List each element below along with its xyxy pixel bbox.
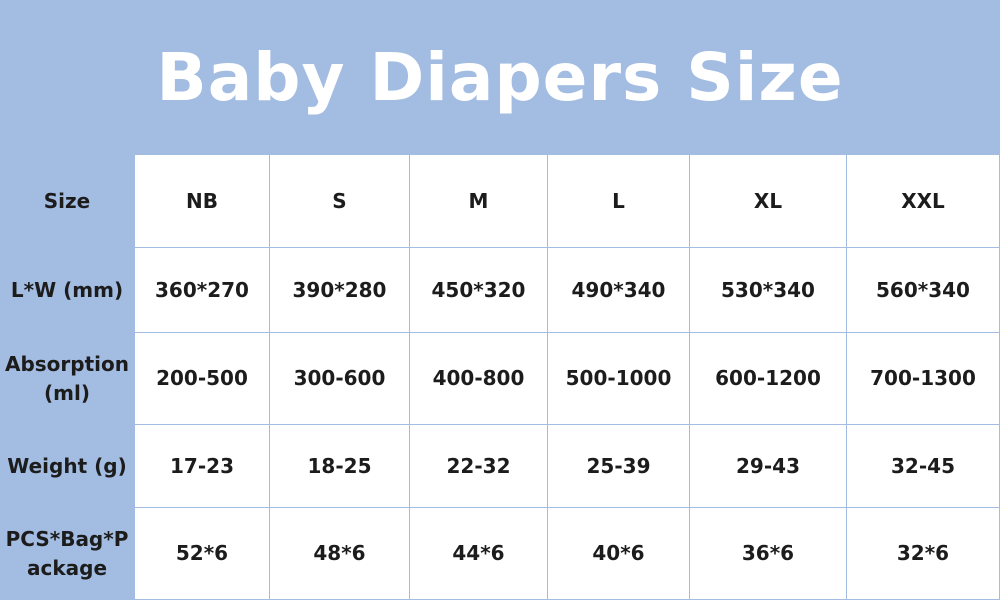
table-cell: 600-1200 <box>690 333 847 425</box>
table-cell: 22-32 <box>410 425 548 508</box>
table-cell: 52*6 <box>135 508 270 600</box>
table-cell: 200-500 <box>135 333 270 425</box>
table-cell: 360*270 <box>135 248 270 333</box>
table-cell: 560*340 <box>847 248 1000 333</box>
table-cell: XL <box>690 155 847 248</box>
table-cell: 32-45 <box>847 425 1000 508</box>
table-cell: 700-1300 <box>847 333 1000 425</box>
table-cell: M <box>410 155 548 248</box>
table-cell: 17-23 <box>135 425 270 508</box>
table-cell: 490*340 <box>548 248 690 333</box>
table-cell: L <box>548 155 690 248</box>
row-header: PCS*Bag*Package <box>0 508 135 600</box>
table-cell: XXL <box>847 155 1000 248</box>
table-cell: 36*6 <box>690 508 847 600</box>
row-header: Weight (g) <box>0 425 135 508</box>
table-cell: 40*6 <box>548 508 690 600</box>
table-cell: 32*6 <box>847 508 1000 600</box>
row-header: Absorption (ml) <box>0 333 135 425</box>
table-cell: 25-39 <box>548 425 690 508</box>
table-cell: 300-600 <box>270 333 410 425</box>
table-cell: 500-1000 <box>548 333 690 425</box>
table-cell: 29-43 <box>690 425 847 508</box>
table-cell: 450*320 <box>410 248 548 333</box>
table-cell: 48*6 <box>270 508 410 600</box>
title: Baby Diapers Size <box>156 39 844 116</box>
table-cell: 44*6 <box>410 508 548 600</box>
table-cell: NB <box>135 155 270 248</box>
table-cell: 18-25 <box>270 425 410 508</box>
table-cell: 400-800 <box>410 333 548 425</box>
row-header: Size <box>0 155 135 248</box>
table-cell: 530*340 <box>690 248 847 333</box>
table-cell: 390*280 <box>270 248 410 333</box>
table-cell: S <box>270 155 410 248</box>
row-header: L*W (mm) <box>0 248 135 333</box>
